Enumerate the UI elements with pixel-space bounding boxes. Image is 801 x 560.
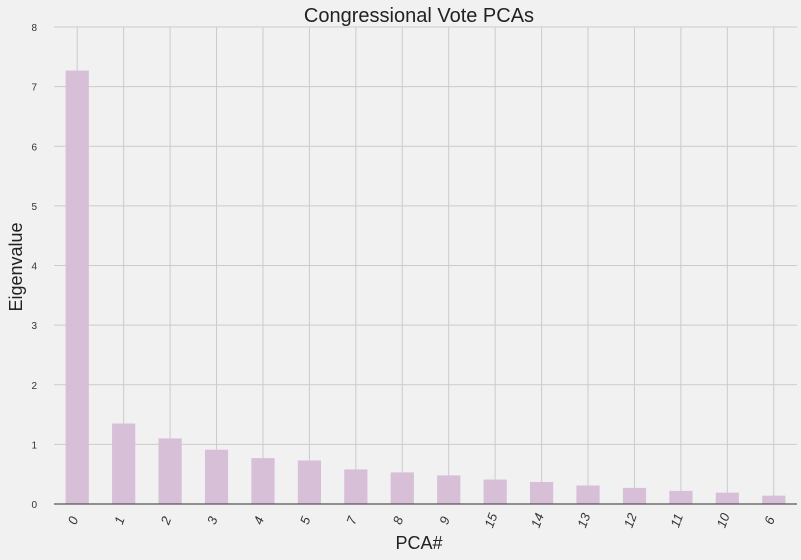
bar-8: [390, 472, 414, 504]
x-tick-label: 4: [250, 514, 267, 526]
bar-13: [576, 485, 600, 504]
x-tick-label: 1: [111, 514, 128, 526]
x-tick-label: 15: [481, 510, 500, 529]
x-tick-label: 8: [390, 514, 407, 527]
bar-2: [158, 438, 182, 504]
bar-12: [622, 487, 647, 504]
y-tick-label: 5: [31, 202, 37, 213]
y-axis-label: Eigenvalue: [6, 222, 26, 311]
y-tick-label: 3: [31, 321, 37, 332]
bar-4: [251, 458, 275, 504]
x-tick-label: 0: [65, 514, 82, 527]
bar-5: [297, 460, 322, 504]
x-tick-label: 9: [436, 514, 453, 526]
bar-1: [112, 423, 136, 504]
x-tick-label: 7: [343, 514, 360, 527]
chart-title: Congressional Vote PCAs: [304, 5, 534, 27]
y-tick-label: 4: [31, 262, 37, 273]
bar-14: [529, 481, 554, 504]
grid: [54, 26, 797, 504]
x-tick-label: 14: [528, 511, 547, 530]
x-tick-label: 13: [574, 510, 593, 529]
y-tick-label: 8: [31, 23, 37, 34]
bars: [65, 70, 786, 505]
bar-15: [483, 479, 507, 504]
bar-7: [344, 469, 368, 504]
x-tick-labels: 0 1 2 3 4 5 7 8 9 15 14 13 12 11 10 6: [65, 510, 778, 529]
bar-3: [204, 449, 229, 504]
bar-10: [715, 492, 739, 504]
bar-6: [762, 495, 786, 504]
y-tick-label: 1: [31, 440, 37, 451]
x-axis-label: PCA#: [395, 533, 442, 553]
x-tick-label: 3: [204, 514, 221, 527]
y-tick-label: 2: [31, 381, 37, 392]
x-tick-label: 10: [714, 510, 733, 529]
bar-11: [669, 490, 693, 504]
y-tick-label: 0: [31, 500, 37, 511]
x-tick-label: 11: [667, 512, 686, 530]
y-tick-label: 6: [31, 142, 37, 153]
x-tick-label: 5: [297, 514, 314, 527]
y-tick-labels: 0 1 2 3 4 5 6 7 8: [31, 23, 37, 511]
bar-9: [437, 475, 461, 504]
x-tick-label: 12: [621, 510, 640, 529]
y-tick-label: 7: [31, 83, 37, 94]
bar-0: [65, 70, 89, 505]
x-tick-label: 6: [761, 514, 778, 527]
x-tick-label: 2: [157, 514, 174, 528]
